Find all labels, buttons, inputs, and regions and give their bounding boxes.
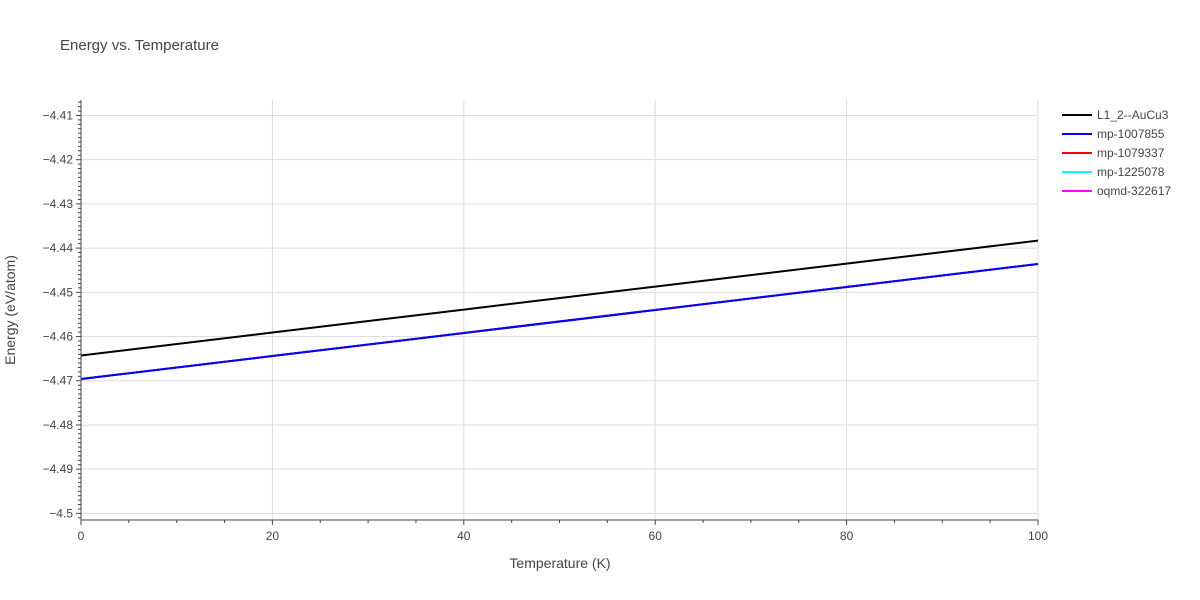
legend: L1_2--AuCu3 mp-1007855 mp-1079337 mp-122507… [1062, 108, 1171, 198]
y-axis-title: Energy (eV/atom) [2, 255, 18, 365]
y-tick-label: −4.45 [43, 285, 74, 299]
grid-lines [81, 100, 1039, 520]
x-tick-label: 40 [457, 529, 471, 543]
y-tick-label: −4.48 [43, 418, 74, 432]
y-tick-label: −4.46 [43, 330, 74, 344]
y-tick-label: −4.41 [43, 108, 74, 122]
y-tick-label: −4.5 [49, 506, 73, 520]
y-tick-label: −4.44 [43, 241, 74, 255]
axes: 0 20 40 60 80 100 −4.41 −4.42 −4.43 −4.44 −4.45 −4.… [43, 100, 1048, 543]
series-lines [80, 239, 1039, 380]
y-tick-label: −4.47 [43, 374, 74, 388]
legend-label: mp-1007855 [1097, 127, 1165, 141]
series-line-L1_2--AuCu3 [80, 239, 1039, 357]
y-tick-label: −4.43 [43, 197, 74, 211]
legend-label: mp-1225078 [1097, 165, 1165, 179]
x-tick-label: 80 [840, 529, 854, 543]
x-tick-label: 100 [1028, 529, 1048, 543]
x-tick-label: 60 [649, 529, 663, 543]
legend-label: L1_2--AuCu3 [1097, 108, 1169, 122]
series-line-mp-1007855 [80, 263, 1039, 380]
y-tick-label: −4.42 [43, 153, 74, 167]
x-tick-label: 0 [78, 529, 85, 543]
x-tick-label: 20 [266, 529, 280, 543]
x-axis-title: Temperature (K) [509, 555, 610, 571]
y-tick-label: −4.49 [43, 462, 74, 476]
legend-label: mp-1079337 [1097, 146, 1165, 160]
legend-label: oqmd-322617 [1097, 184, 1171, 198]
chart-title: Energy vs. Temperature [60, 37, 219, 54]
